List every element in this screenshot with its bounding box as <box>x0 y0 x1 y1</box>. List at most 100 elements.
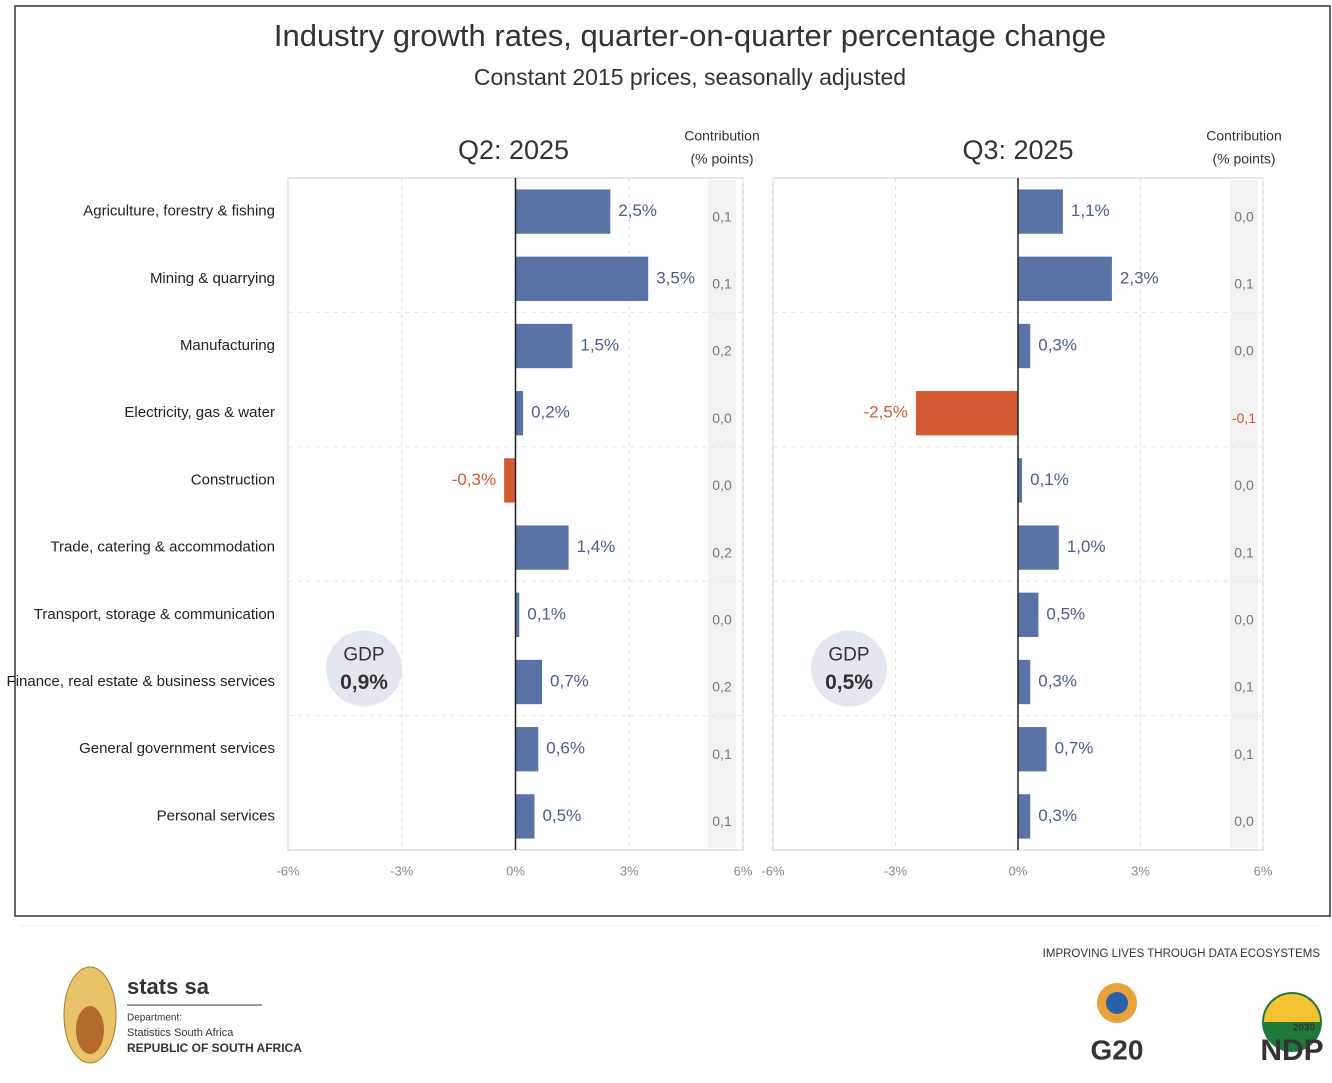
bar <box>515 323 573 369</box>
x-tick-label: 3% <box>1131 863 1150 878</box>
bar <box>1018 189 1063 234</box>
value-label: 0,2% <box>531 403 570 422</box>
bar <box>515 727 539 772</box>
value-label: 0,7% <box>550 671 589 690</box>
contribution-value: 0,0 <box>712 477 732 493</box>
bar <box>1018 525 1059 570</box>
value-label: 2,3% <box>1120 268 1159 287</box>
gdp-bubble <box>326 630 402 707</box>
bar <box>1018 794 1031 839</box>
value-label: -2,5% <box>863 403 907 422</box>
value-label: 0,3% <box>1038 335 1077 354</box>
department-line: Department: <box>127 1013 182 1024</box>
bar <box>1018 458 1023 503</box>
contribution-value: 0,2 <box>712 343 732 359</box>
category-label: Electricity, gas & water <box>124 404 275 421</box>
category-label: Trade, catering & accommodation <box>50 539 275 556</box>
bar <box>1018 592 1039 637</box>
contribution-header: Contribution <box>684 128 760 144</box>
bar <box>515 256 649 301</box>
value-label: 2,5% <box>618 201 657 220</box>
contribution-value: 0,1 <box>1234 679 1254 695</box>
category-label: Personal services <box>157 807 275 824</box>
ndp-year: 2030 <box>1293 1023 1316 1034</box>
gdp-value: 0,9% <box>340 671 388 694</box>
contribution-value: 0,1 <box>1234 276 1254 292</box>
bar <box>1018 323 1031 369</box>
ndp-logo: 2030 NDP <box>1260 992 1324 1067</box>
contribution-value: 0,1 <box>712 208 732 224</box>
x-tick-label: -3% <box>884 863 908 878</box>
slogan: IMPROVING LIVES THROUGH DATA ECOSYSTEMS <box>1043 948 1321 960</box>
bar <box>515 189 611 234</box>
contribution-value: 0,2 <box>712 544 732 560</box>
x-tick-label: 0% <box>1009 863 1028 878</box>
x-tick-label: 6% <box>734 863 753 878</box>
x-tick-label: 3% <box>620 863 639 878</box>
contribution-value: 0,1 <box>1234 746 1254 762</box>
x-tick-label: -3% <box>390 863 414 878</box>
contribution-value: 0,1 <box>712 813 732 829</box>
category-label: Agriculture, forestry & fishing <box>83 203 275 220</box>
contribution-value: 0,2 <box>712 679 732 695</box>
value-label: 0,6% <box>546 739 585 758</box>
category-label: Transport, storage & communication <box>34 606 275 623</box>
value-label: 1,0% <box>1067 537 1106 556</box>
frame <box>14 5 1331 917</box>
bar <box>515 794 535 839</box>
contribution-value: 0,1 <box>712 276 732 292</box>
gdp-bubble <box>811 630 887 707</box>
gdp-label: GDP <box>343 645 384 666</box>
category-label: Mining & quarrying <box>150 270 275 287</box>
department-line: REPUBLIC OF SOUTH AFRICA <box>127 1041 302 1055</box>
bar <box>515 525 569 570</box>
bar <box>1018 727 1047 772</box>
x-tick-label: 6% <box>1254 863 1273 878</box>
contribution-value: 0,0 <box>712 410 732 426</box>
contribution-value: 0,0 <box>1234 612 1254 628</box>
g20-emblem-core <box>1106 992 1128 1014</box>
g20-text: G20 <box>1091 1034 1144 1065</box>
bar <box>1018 659 1031 705</box>
value-label: 3,5% <box>656 268 695 287</box>
x-tick-label: -6% <box>761 863 785 878</box>
ndp-emblem-arc <box>1264 994 1320 1022</box>
x-tick-label: -6% <box>276 863 300 878</box>
panel-title: Q2: 2025 <box>458 135 569 165</box>
contribution-value: 0,0 <box>712 612 732 628</box>
category-label: Finance, real estate & business services <box>7 673 275 690</box>
bar <box>915 391 1018 436</box>
value-label: 1,5% <box>580 335 619 354</box>
contribution-strip <box>1230 180 1258 848</box>
contribution-value: 0,0 <box>1234 208 1254 224</box>
value-label: 1,1% <box>1071 201 1110 220</box>
gdp-label: GDP <box>828 645 869 666</box>
ndp-text: NDP <box>1260 1034 1323 1067</box>
contribution-value: -0,1 <box>1232 410 1256 426</box>
bar <box>515 391 524 436</box>
value-label: 0,3% <box>1038 806 1077 825</box>
value-label: 1,4% <box>577 537 616 556</box>
bar <box>504 458 516 503</box>
category-label: Construction <box>191 471 275 488</box>
category-label: Manufacturing <box>180 337 275 354</box>
value-label: -0,3% <box>452 470 496 489</box>
bar <box>1018 256 1112 301</box>
bar <box>515 592 520 637</box>
g20-logo: G20 <box>1091 983 1144 1065</box>
stats-logo: stats sa Department: Statistics South Af… <box>63 966 302 1064</box>
bar <box>515 659 543 705</box>
contribution-value: 0,0 <box>1234 813 1254 829</box>
value-label: 0,7% <box>1055 739 1094 758</box>
value-label: 0,1% <box>527 604 566 623</box>
value-label: 0,5% <box>1046 604 1085 623</box>
value-label: 0,1% <box>1030 470 1069 489</box>
subtitle: Constant 2015 prices, seasonally adjuste… <box>474 64 906 90</box>
value-label: 0,5% <box>542 806 581 825</box>
value-label: 0,3% <box>1038 671 1077 690</box>
contribution-value: 0,1 <box>1234 544 1254 560</box>
contribution-strip <box>708 180 736 848</box>
contribution-header: (% points) <box>1212 151 1275 167</box>
contribution-value: 0,0 <box>1234 477 1254 493</box>
